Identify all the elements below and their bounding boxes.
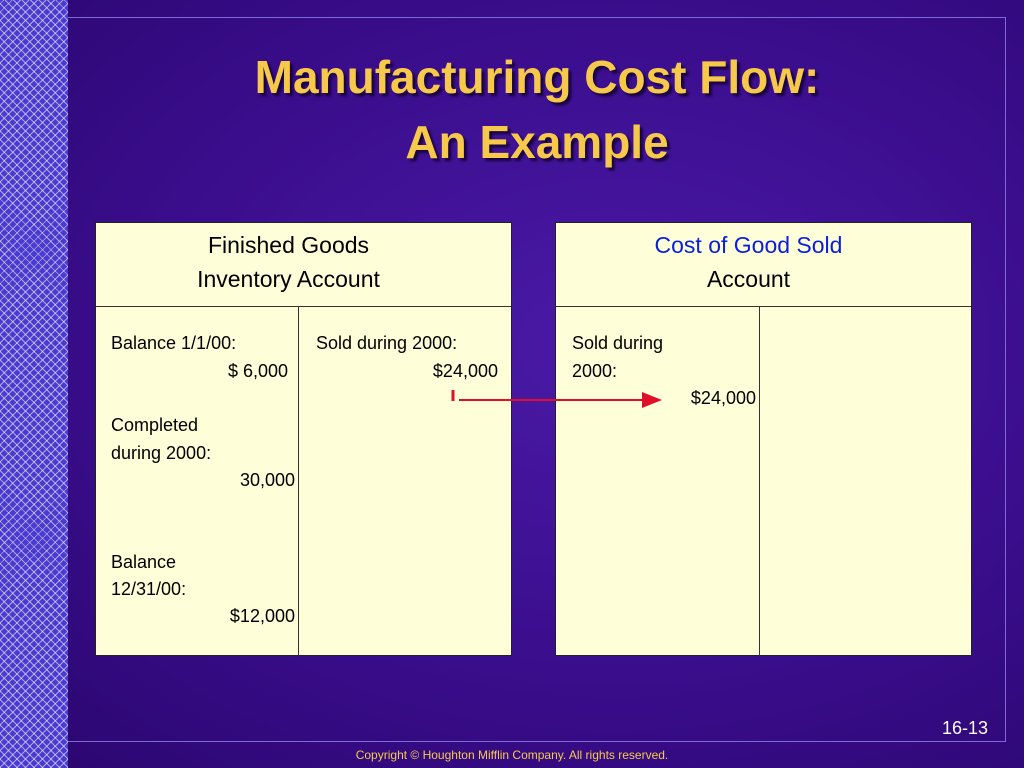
account-title: Account [706, 266, 791, 292]
divider [759, 307, 760, 656]
t-account [555, 222, 972, 656]
amount: $12,000 [229, 606, 295, 626]
copyright: Copyright © Houghton Mifflin Company. Al… [355, 748, 669, 762]
amount: $ 6,000 [227, 361, 288, 381]
amount: $24,000 [432, 361, 498, 381]
entry: Completed [111, 415, 199, 435]
account-title: Cost of Good Sold [654, 232, 843, 258]
entry: Balance [111, 552, 177, 572]
entry: Balance 1/1/00: [111, 333, 237, 353]
amount: 30,000 [239, 470, 295, 490]
entry: 2000: [572, 361, 618, 381]
amount: $24,000 [690, 388, 756, 408]
slide-number: 16-13 [941, 718, 988, 738]
entry: during 2000: [111, 443, 212, 463]
entry: Sold during [572, 333, 664, 353]
entry: Sold during 2000: [316, 333, 458, 353]
entry: 12/31/00: [111, 579, 187, 599]
slide-title: Manufacturing Cost Flow: [254, 51, 820, 103]
divider [556, 306, 971, 307]
t-account [95, 222, 512, 656]
account-title: Finished Goods [207, 232, 370, 258]
slide-title: An Example [405, 116, 669, 168]
account-title: Inventory Account [197, 266, 380, 292]
decorative-stripe [0, 0, 68, 768]
divider [96, 306, 511, 307]
divider [298, 307, 299, 656]
frame [68, 17, 1006, 742]
